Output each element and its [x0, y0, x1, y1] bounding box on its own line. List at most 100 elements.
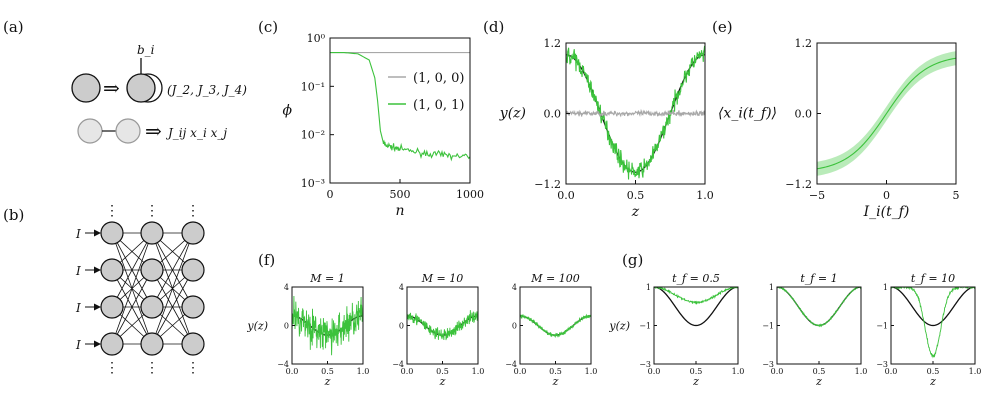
- y-tick-label: 10⁻³: [301, 177, 325, 190]
- y-tick-label: 4: [512, 283, 517, 292]
- network-edge: [151, 232, 194, 345]
- x-axis-label: I_i(t_f): [863, 204, 910, 220]
- network-edge: [151, 269, 194, 345]
- series-target: [654, 287, 738, 327]
- ellipsis-bottom: ⋮: [105, 360, 119, 376]
- series-fit: [891, 287, 975, 359]
- y-tick-label: 10⁻²: [301, 129, 325, 142]
- y-axis-label: ϕ: [282, 103, 292, 119]
- y-tick-label: 10⁻¹: [301, 80, 325, 93]
- y-tick-label: 4: [284, 283, 289, 292]
- series-fit: [407, 310, 478, 341]
- network-node: [181, 295, 205, 319]
- y-tick-label: −1: [876, 322, 888, 331]
- panel-label-g: (g): [622, 251, 643, 269]
- x-tick-label: 1.0: [855, 367, 868, 376]
- y-tick-label: 1.2: [795, 37, 813, 50]
- network-node: [140, 258, 164, 282]
- network-node: [100, 221, 124, 245]
- network-node: [181, 221, 205, 245]
- node-right: [115, 118, 141, 144]
- x-tick-label: 1000: [456, 188, 484, 201]
- y-tick-label: 4: [399, 283, 404, 292]
- panel-label-c: (c): [258, 18, 278, 36]
- y-tick-label: 10⁰: [307, 32, 326, 45]
- y-tick-label: −4: [392, 360, 404, 369]
- chart-c: 0 500 1000 10⁰ 10⁻¹ 10⁻² 10⁻³ n ϕ (1, 0, 0) (1, 0,…: [282, 32, 484, 219]
- panel-label-b: (b): [3, 206, 24, 224]
- chart-title: M = 10: [421, 272, 463, 285]
- y-tick-label: 0.0: [795, 108, 813, 121]
- axes-frame: [406, 286, 479, 365]
- series-noisy-fit: [566, 45, 705, 180]
- series-target: [891, 287, 975, 327]
- ellipsis-bottom: ⋮: [186, 360, 200, 376]
- x-tick-label: 0.0: [401, 367, 414, 376]
- y-tick-label: −3: [876, 360, 888, 369]
- x-tick-label: 5: [953, 189, 960, 202]
- x-tick-label: 0.5: [813, 367, 826, 376]
- ellipsis-top: ⋮: [105, 203, 119, 219]
- series-fit: [654, 287, 738, 305]
- y-tick-label: 0.0: [544, 108, 562, 121]
- input-label: I: [75, 264, 81, 278]
- x-tick-label: −5: [809, 189, 825, 202]
- x-tick-label: 0: [327, 188, 334, 201]
- x-tick-label: 0.5: [927, 367, 940, 376]
- chart-g2: 0.0 0.5 1.0 1 −1 −3 z t_f = 1: [762, 272, 867, 388]
- schematic-a: ⇒ b_i (J_2, J_3, J_4) ⇒ J_ij x_i x_j: [71, 43, 247, 144]
- y-tick-label: 1: [883, 283, 888, 292]
- x-axis-label: z: [929, 375, 936, 388]
- plot-area: [777, 287, 861, 328]
- chart-title: t_f = 1: [800, 272, 837, 285]
- series-fit: [292, 295, 363, 356]
- y-axis-label: ⟨x_i(t_f)⟩: [718, 106, 777, 122]
- implies-arrow-2: ⇒: [145, 119, 162, 143]
- plot-area: [292, 295, 363, 356]
- chart-f3: 0.0 0.5 1.0 4 0 −4 z M = 100: [505, 272, 597, 388]
- series-fit: [777, 287, 861, 328]
- y-axis-label: y(z): [246, 320, 268, 333]
- plot-area: [891, 287, 975, 359]
- ellipsis-bottom: ⋮: [145, 360, 159, 376]
- x-axis-label: z: [815, 375, 822, 388]
- y-tick-label: −1: [762, 322, 774, 331]
- network-node: [140, 332, 164, 356]
- chart-g3: 0.0 0.5 1.0 1 −1 −3 z t_f = 10: [876, 272, 981, 388]
- panel-label-a: (a): [3, 18, 24, 36]
- x-tick-label: 1.0: [696, 189, 714, 202]
- x-axis-label: z: [631, 204, 640, 220]
- chart-f1: 0.0 0.5 1.0 4 0 −4 z y(z) M = 1: [246, 272, 369, 388]
- x-tick-label: 0.5: [627, 189, 645, 202]
- x-tick-label: 0.5: [321, 367, 334, 376]
- series--1-0-1-: [330, 52, 470, 162]
- x-tick-label: 1.0: [585, 367, 598, 376]
- x-tick-label: 0.0: [557, 189, 575, 202]
- panel-label-e: (e): [712, 18, 733, 36]
- y-tick-label: −4: [505, 360, 517, 369]
- chart-e: −5 0 5 1.2 0.0 −1.2 I_i(t_f) ⟨x_i(t_f)⟩: [718, 37, 960, 220]
- x-axis-label: z: [324, 375, 331, 388]
- plot-area: [407, 310, 478, 341]
- bias-label: b_i: [137, 43, 155, 57]
- x-tick-label: 500: [390, 188, 411, 201]
- node-left: [77, 118, 103, 144]
- x-tick-label: 0.0: [885, 367, 898, 376]
- x-tick-label: 0.0: [286, 367, 299, 376]
- chart-title: t_f = 0.5: [672, 272, 720, 285]
- legend-entry: (1, 0, 1): [413, 98, 465, 113]
- chart-d: 0.0 0.5 1.01.20.0−1.2zy(z): [499, 37, 714, 220]
- schematic-b-network: ⋮ ⋮ ⋮ ⋮ ⋮ ⋮ I I I I: [75, 203, 205, 376]
- x-tick-label: 1.0: [357, 367, 370, 376]
- x-axis-label: n: [395, 203, 404, 219]
- x-tick-label: 0.0: [648, 367, 661, 376]
- node-circle: [71, 73, 101, 103]
- x-tick-label: 0.5: [549, 367, 562, 376]
- network-edge: [111, 232, 153, 345]
- network-node: [181, 332, 205, 356]
- series-baseline: [566, 108, 705, 118]
- series-fit: [520, 313, 591, 338]
- network-node: [100, 258, 124, 282]
- plot-area: [520, 313, 591, 338]
- network-edge: [111, 269, 153, 345]
